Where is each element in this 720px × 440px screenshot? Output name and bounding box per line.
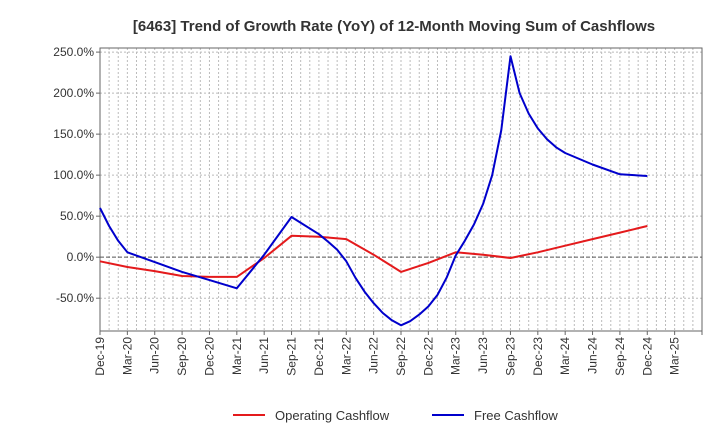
series-line-free-cashflow <box>99 55 648 327</box>
y-tick-label: 150.0% <box>53 127 94 141</box>
x-tick-label: Jun-24 <box>586 337 600 374</box>
y-tick-label: 200.0% <box>53 86 94 100</box>
y-tick-label: 100.0% <box>53 168 94 182</box>
chart-title: [6463] Trend of Growth Rate (YoY) of 12-… <box>133 18 655 35</box>
legend: Operating Cashflow Free Cashflow <box>233 408 558 423</box>
legend-label-operating-cashflow: Operating Cashflow <box>275 408 390 423</box>
x-tick-label: Dec-23 <box>531 337 545 376</box>
y-tick-label: -50.0% <box>56 291 94 305</box>
x-tick-label: Jun-21 <box>257 337 271 374</box>
x-tick-label: Sep-21 <box>285 337 299 376</box>
x-tick-label: Jun-22 <box>367 337 381 374</box>
x-tick-label: Dec-22 <box>421 337 435 376</box>
x-tick-label: Mar-20 <box>120 337 134 375</box>
x-tick-label: Sep-20 <box>175 337 189 376</box>
y-tick-label: 50.0% <box>60 209 94 223</box>
series-line-operating-cashflow <box>99 225 648 278</box>
x-tick-label: Jun-23 <box>476 337 490 374</box>
x-tick-label: Dec-19 <box>93 337 107 376</box>
x-tick-label: Dec-24 <box>640 337 654 376</box>
y-tick-label: 0.0% <box>67 250 95 264</box>
x-tick-label: Sep-22 <box>394 337 408 376</box>
legend-label-free-cashflow: Free Cashflow <box>474 408 558 423</box>
x-tick-label: Sep-24 <box>613 337 627 376</box>
x-tick-label: Mar-25 <box>668 337 682 375</box>
y-tick-label: 250.0% <box>53 45 94 59</box>
x-tick-label: Mar-24 <box>558 337 572 375</box>
x-tick-label: Dec-20 <box>202 337 216 376</box>
x-tick-label: Mar-23 <box>449 337 463 375</box>
x-tick-label: Mar-21 <box>230 337 244 375</box>
x-axis-ticks: Dec-19 Mar-20 Jun-20 Sep-20 Dec-20 Mar-21 Jun-… <box>93 331 703 376</box>
grid <box>100 48 702 331</box>
x-tick-label: Mar-22 <box>339 337 353 375</box>
y-axis-ticks: 250.0% 200.0% 150.0% 100.0% 50.0% 0.0% -50.0% <box>53 45 100 305</box>
x-tick-label: Jun-20 <box>148 337 162 374</box>
x-tick-label: Dec-21 <box>312 337 326 376</box>
x-tick-label: Sep-23 <box>503 337 517 376</box>
series-lines <box>99 55 648 327</box>
